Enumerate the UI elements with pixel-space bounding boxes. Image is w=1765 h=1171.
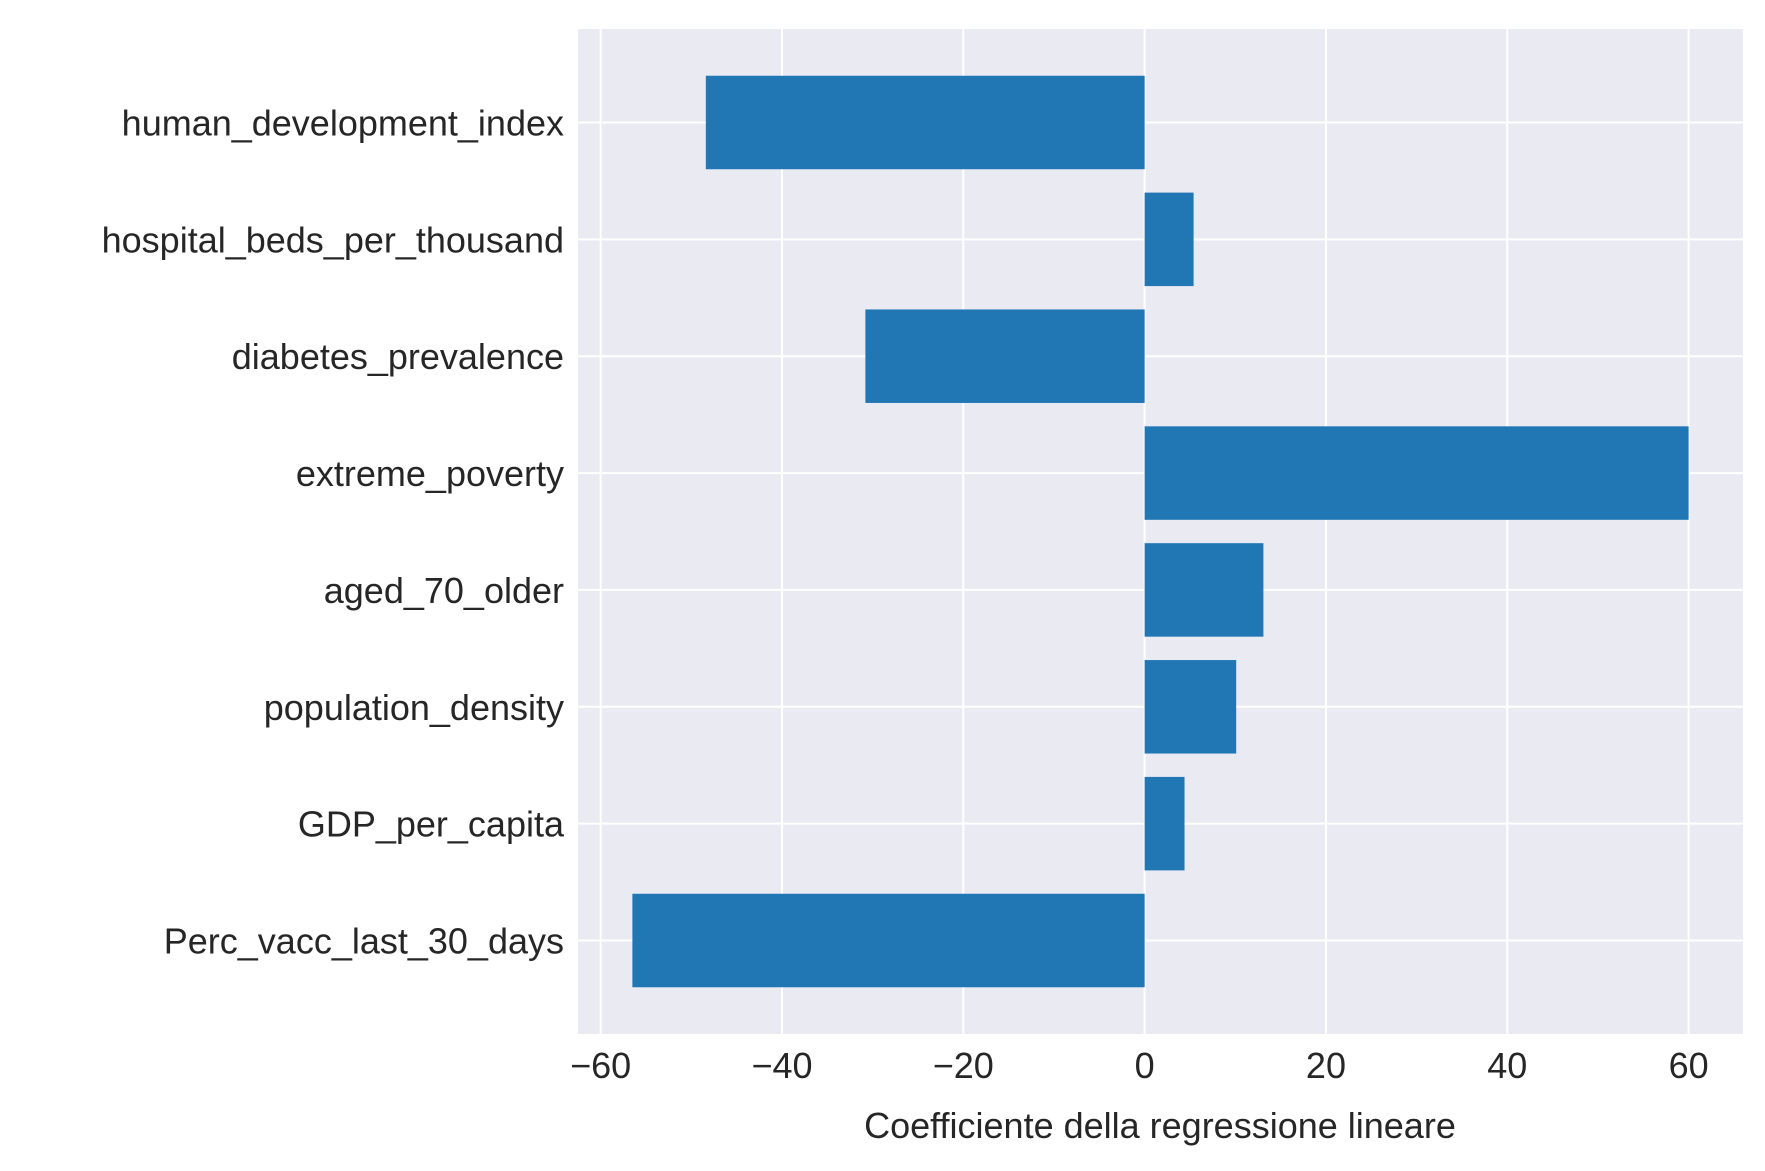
y-tick-label: hospital_beds_per_thousand — [102, 219, 564, 260]
bar-human-development-index — [705, 75, 1145, 170]
y-tick-label: human_development_index — [122, 102, 564, 143]
bar-perc-vacc-last-30-days — [632, 893, 1145, 988]
bar-diabetes-prevalence — [865, 309, 1145, 403]
y-tick-label: GDP_per_capita — [298, 804, 565, 845]
x-tick-label: −40 — [751, 1045, 812, 1086]
x-axis-label: Coefficiente della regressione lineare — [864, 1105, 1456, 1146]
x-tick-label: 40 — [1487, 1045, 1527, 1086]
y-tick-label: diabetes_prevalence — [232, 336, 564, 377]
y-tick-label: extreme_poverty — [296, 453, 564, 494]
bar-gdp-per-capita — [1144, 776, 1185, 871]
x-tick-labels: −60 −40 −20 0 20 40 60 — [570, 1045, 1709, 1086]
plot-area — [578, 29, 1743, 1034]
bar-aged-70-older — [1144, 543, 1264, 637]
x-tick-label: 60 — [1669, 1045, 1709, 1086]
y-tick-label: aged_70_older — [324, 570, 564, 611]
bar-hospital-beds-per-thousand — [1144, 192, 1194, 287]
x-tick-label: 20 — [1306, 1045, 1346, 1086]
y-tick-label: Perc_vacc_last_30_days — [164, 921, 564, 962]
x-tick-label: −20 — [933, 1045, 994, 1086]
bars — [632, 75, 1689, 988]
bar-extreme-poverty — [1144, 426, 1689, 520]
y-tick-labels: human_development_index hospital_beds_per… — [102, 102, 565, 961]
bar-population-density — [1144, 660, 1237, 754]
y-tick-label: population_density — [264, 687, 564, 728]
x-tick-label: −60 — [570, 1045, 631, 1086]
x-tick-label: 0 — [1135, 1045, 1155, 1086]
